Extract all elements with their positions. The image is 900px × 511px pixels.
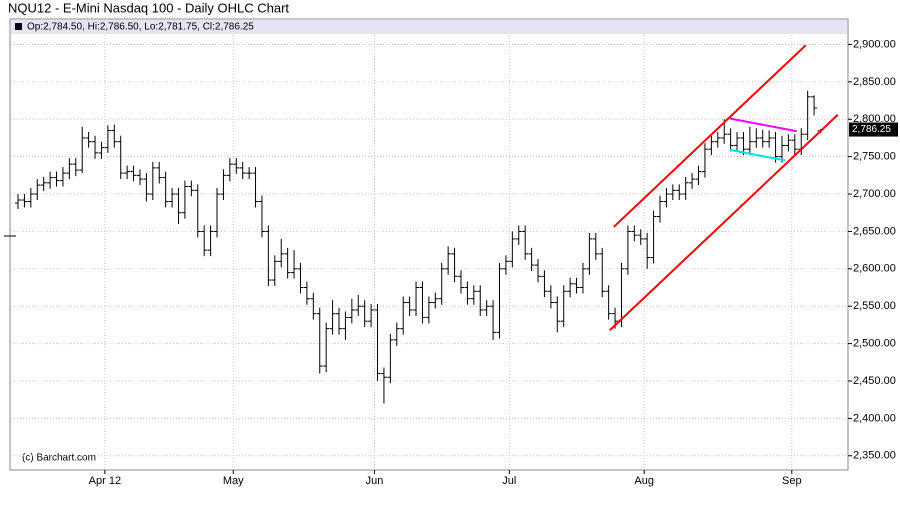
x-tick-label: Sep	[782, 475, 802, 487]
plot-frame	[9, 18, 849, 471]
x-tick-label: May	[223, 475, 244, 487]
x-tick-label: Jun	[366, 475, 384, 487]
x-tick-label: Jul	[502, 475, 516, 487]
y-tick-label: 2,750.00	[853, 151, 896, 163]
y-tick-label: 2,800.00	[853, 113, 896, 125]
y-tick-label: 2,850.00	[853, 76, 896, 88]
y-tick-label: 2,550.00	[853, 300, 896, 312]
chart-title: NQU12 - E-Mini Nasdaq 100 - Daily OHLC C…	[8, 0, 289, 15]
y-tick-label: 2,900.00	[853, 38, 896, 50]
trend-line	[729, 148, 786, 162]
last-price-badge	[849, 122, 898, 137]
legend-swatch	[15, 23, 22, 30]
y-tick-label: 2,500.00	[853, 338, 896, 350]
x-tick-label: Apr 12	[89, 475, 121, 487]
y-tick-label: 2,650.00	[853, 225, 896, 237]
legend-text: Op:2,784.50, Hi:2,786.50, Lo:2,781.75, C…	[27, 22, 254, 33]
y-tick-label: 2,450.00	[853, 375, 896, 387]
y-tick-label: 2,700.00	[853, 188, 896, 200]
trend-line	[613, 44, 807, 228]
last-price-label: 2,786.25	[852, 124, 891, 135]
y-tick-label: 2,400.00	[853, 412, 896, 424]
legend-bar	[11, 20, 847, 34]
trend-line	[729, 117, 797, 133]
y-tick-label: 2,350.00	[853, 450, 896, 462]
y-tick-label: 2,600.00	[853, 263, 896, 275]
x-tick-label: Aug	[634, 475, 654, 487]
trend-line	[609, 114, 839, 331]
credit: (c) Barchart.com	[22, 453, 96, 464]
